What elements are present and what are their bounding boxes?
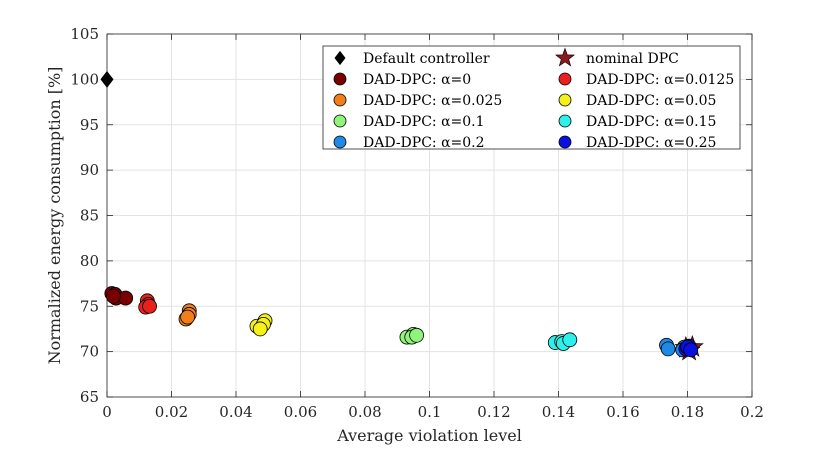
legend-label: DAD-DPC: α=0 bbox=[363, 72, 471, 88]
legend-marker bbox=[333, 114, 347, 128]
y-tick-label: 75 bbox=[80, 297, 99, 315]
legend-label: DAD-DPC: α=0.0125 bbox=[586, 72, 734, 88]
data-point bbox=[683, 342, 699, 358]
legend-marker bbox=[334, 50, 346, 66]
data-point bbox=[409, 327, 425, 343]
x-tick-label: 0.06 bbox=[284, 403, 317, 421]
legend-label: nominal DPC bbox=[586, 51, 679, 67]
axis-ticks: 0 0.02 0.04 0.06 0.08 0.1 0.12 0.14 0.16 0.18 0.2 6… bbox=[70, 25, 764, 421]
x-axis-label: Average violation level bbox=[336, 426, 522, 445]
data-point bbox=[100, 70, 114, 88]
data-point bbox=[252, 321, 268, 337]
data-point bbox=[562, 332, 578, 348]
legend-marker bbox=[333, 93, 347, 107]
legend-label: DAD-DPC: α=0.1 bbox=[363, 114, 485, 130]
legend-marker bbox=[333, 72, 347, 86]
y-tick-label: 85 bbox=[80, 207, 99, 225]
legend: Default controller DAD-DPC: α=0 DAD-DPC: α… bbox=[322, 45, 741, 151]
data-points bbox=[100, 70, 704, 361]
y-axis-label: Normalized energy consumption [%] bbox=[45, 67, 64, 365]
x-tick-label: 0 bbox=[102, 403, 112, 421]
y-tick-label: 70 bbox=[80, 343, 99, 361]
x-tick-label: 0.08 bbox=[348, 403, 381, 421]
legend-label: DAD-DPC: α=0.05 bbox=[586, 93, 716, 109]
legend-marker bbox=[555, 47, 575, 67]
x-tick-label: 0.04 bbox=[219, 403, 252, 421]
legend-label: DAD-DPC: α=0.2 bbox=[363, 135, 485, 151]
legend-marker bbox=[558, 135, 572, 149]
y-tick-label: 95 bbox=[80, 116, 99, 134]
y-tick-label: 90 bbox=[80, 161, 99, 179]
legend-label: DAD-DPC: α=0.025 bbox=[363, 93, 502, 109]
data-point bbox=[118, 290, 134, 306]
x-tick-label: 0.2 bbox=[740, 403, 764, 421]
x-tick-label: 0.12 bbox=[477, 403, 510, 421]
legend-box bbox=[322, 45, 741, 150]
x-tick-label: 0.18 bbox=[671, 403, 704, 421]
legend-marker bbox=[558, 93, 572, 107]
legend-label: Default controller bbox=[363, 51, 490, 67]
legend-marker bbox=[333, 135, 347, 149]
y-tick-label: 80 bbox=[80, 252, 99, 270]
y-tick-label: 105 bbox=[70, 25, 99, 43]
legend-label: DAD-DPC: α=0.25 bbox=[586, 135, 716, 151]
data-point bbox=[180, 309, 196, 325]
x-tick-label: 0.1 bbox=[418, 403, 442, 421]
legend-marker bbox=[558, 72, 572, 86]
data-point bbox=[106, 288, 121, 304]
x-tick-label: 0.02 bbox=[155, 403, 188, 421]
legend-marker bbox=[558, 114, 572, 128]
x-tick-label: 0.16 bbox=[606, 403, 639, 421]
y-tick-label: 65 bbox=[80, 388, 99, 406]
data-point bbox=[142, 298, 157, 314]
legend-label: DAD-DPC: α=0.15 bbox=[586, 114, 716, 130]
data-point bbox=[660, 341, 676, 357]
x-tick-label: 0.14 bbox=[542, 403, 575, 421]
y-tick-label: 100 bbox=[70, 70, 99, 88]
